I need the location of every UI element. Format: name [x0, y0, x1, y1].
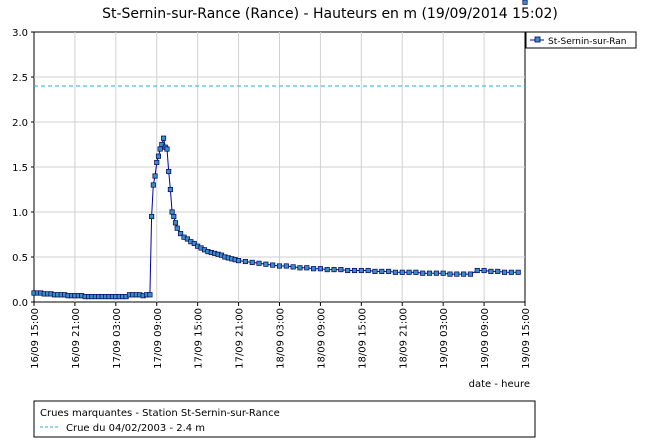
data-point-marker	[474, 267, 480, 274]
data-point-marker	[159, 141, 165, 148]
data-point-marker	[154, 159, 160, 166]
data-point-marker	[345, 267, 351, 274]
data-point-marker	[304, 265, 310, 271]
x-axis-label: date - heure	[469, 379, 530, 390]
legend: St-Sernin-sur-Ran	[525, 31, 637, 49]
data-point-marker	[297, 265, 303, 271]
data-point-marker	[515, 269, 521, 275]
data-point-marker	[311, 266, 317, 272]
data-point-marker	[155, 153, 162, 159]
y-tick-label: 2.5	[12, 73, 28, 84]
legend-box	[525, 31, 637, 49]
x-tick-label: 18/09 21:00	[398, 308, 409, 369]
footer-legend: Crues marquantes - Station St-Sernin-sur…	[33, 400, 536, 438]
data-point-marker	[167, 186, 173, 193]
data-point-marker	[461, 271, 467, 277]
data-point-marker	[150, 182, 156, 188]
data-point-marker	[161, 135, 167, 141]
data-point-marker	[481, 267, 487, 274]
data-point-marker	[249, 259, 255, 265]
data-point-marker	[399, 269, 405, 275]
x-tick-label: 17/09 21:00	[235, 308, 246, 369]
y-axis-ticks: 0.0 0.5 1.0 1.5 2.0 2.5 3.0	[12, 28, 34, 309]
data-point-marker	[406, 269, 412, 275]
data-point-marker	[164, 146, 170, 152]
x-tick-label: 18/09 15:00	[357, 308, 368, 369]
data-point-marker	[488, 268, 494, 274]
grid-lines	[34, 32, 525, 302]
data-point-marker	[372, 268, 378, 274]
footer-legend-item: Crue du 04/02/2003 - 2.4 m	[66, 423, 205, 434]
data-point-marker	[386, 268, 392, 274]
data-point-marker	[152, 173, 158, 179]
data-point-marker	[149, 213, 155, 220]
data-point-marker	[166, 168, 172, 175]
data-point-marker	[392, 269, 398, 275]
data-point-marker	[467, 271, 473, 277]
y-tick-label: 1.5	[12, 163, 28, 174]
data-point-marker	[147, 292, 153, 298]
data-point-marker	[454, 271, 460, 277]
data-point-marker	[433, 270, 439, 276]
data-point-marker	[351, 267, 358, 274]
data-point-marker	[174, 225, 180, 231]
data-point-marker	[276, 263, 283, 269]
data-point-marker	[331, 267, 337, 273]
data-point-marker	[508, 269, 514, 275]
data-point-marker	[324, 267, 330, 273]
chart-title: St-Sernin-sur-Rance (Rance) - Hauteurs e…	[102, 6, 558, 22]
y-tick-label: 3.0	[12, 28, 28, 39]
data-point-marker	[256, 260, 262, 266]
footer-legend-title: Crues marquantes - Station St-Sernin-sur…	[40, 408, 280, 419]
data-point-marker	[191, 240, 197, 247]
data-point-marker	[413, 269, 419, 275]
data-point-marker	[283, 263, 289, 269]
data-point-marker	[365, 267, 371, 274]
y-tick-label: 0.0	[12, 298, 28, 309]
data-point-marker	[379, 268, 385, 274]
data-point-marker	[440, 270, 446, 276]
y-tick-label: 1.0	[12, 208, 28, 219]
data-point-marker	[178, 231, 184, 237]
data-point-marker	[263, 261, 269, 267]
data-point-marker	[171, 213, 177, 220]
data-point-marker	[358, 267, 364, 274]
y-tick-label: 0.5	[12, 253, 28, 264]
x-tick-label: 19/09 09:00	[480, 308, 491, 369]
data-point-marker	[169, 209, 175, 215]
x-tick-label: 19/09 15:00	[521, 308, 532, 369]
series-markers	[31, 0, 528, 300]
data-point-marker	[270, 262, 276, 268]
x-tick-label: 18/09 03:00	[276, 308, 287, 369]
x-tick-label: 17/09 03:00	[112, 308, 123, 369]
x-axis-ticks: 16/09 15:00 16/09 21:00 17/09 03:00 17/09 0…	[30, 302, 532, 369]
data-point-marker	[447, 271, 453, 277]
data-point-marker	[495, 268, 501, 274]
data-point-marker	[501, 269, 508, 275]
x-tick-label: 17/09 09:00	[153, 308, 164, 369]
data-point-marker	[184, 236, 190, 242]
x-tick-label: 16/09 15:00	[30, 308, 41, 369]
legend-marker-swatch	[534, 36, 541, 43]
legend-series-name: St-Sernin-sur-Ran	[548, 37, 626, 47]
x-tick-label: 17/09 15:00	[194, 308, 205, 369]
data-point-marker	[242, 258, 248, 265]
x-tick-label: 16/09 21:00	[71, 308, 82, 369]
data-point-marker	[522, 0, 528, 5]
data-point-marker	[157, 146, 163, 152]
data-point-marker	[317, 266, 323, 272]
x-tick-label: 19/09 03:00	[439, 308, 450, 369]
data-point-marker	[290, 264, 296, 270]
data-point-marker	[426, 270, 433, 276]
data-point-marker	[420, 270, 426, 276]
x-tick-label: 18/09 09:00	[316, 308, 327, 369]
footer-legend-box	[33, 400, 536, 438]
data-point-marker	[236, 258, 242, 264]
y-tick-label: 2.0	[12, 118, 28, 129]
data-point-marker	[172, 220, 179, 226]
data-point-marker	[338, 267, 344, 273]
